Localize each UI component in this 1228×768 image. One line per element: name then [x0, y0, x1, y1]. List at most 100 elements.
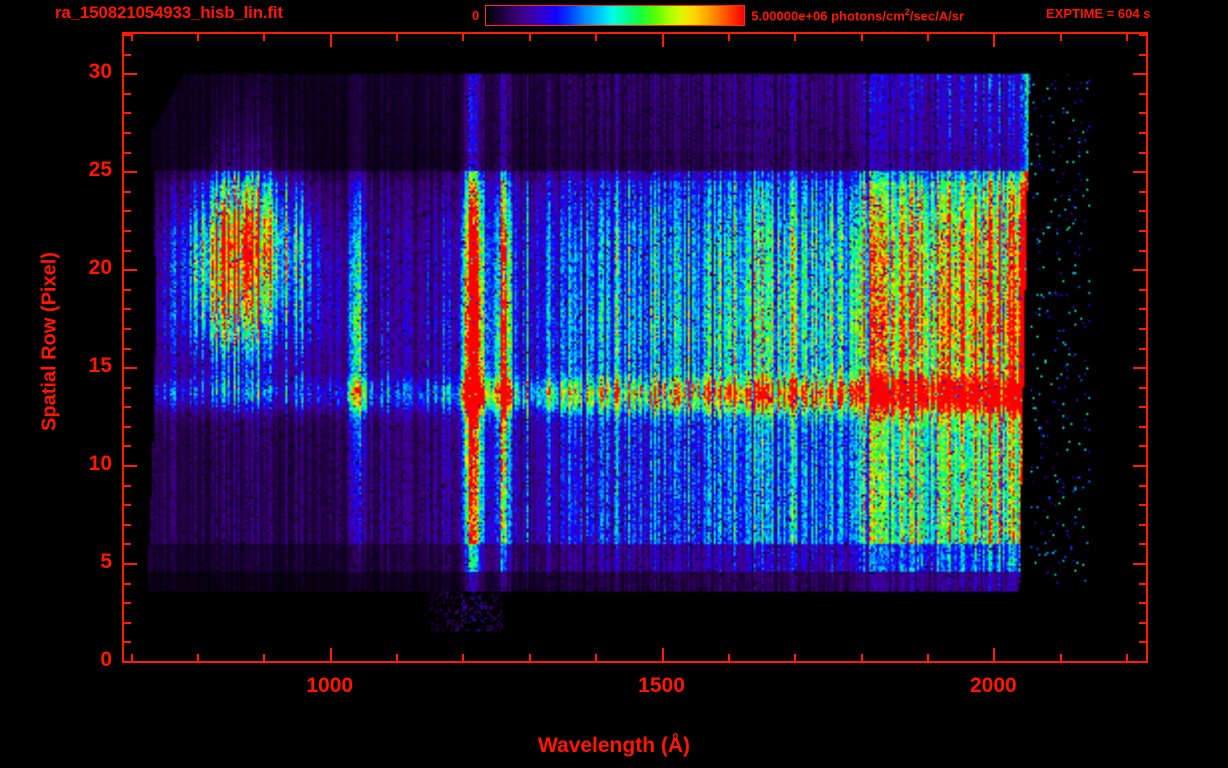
x-tick-minor-top — [595, 34, 598, 41]
x-tick-minor — [462, 654, 465, 661]
x-tick-minor-top — [528, 34, 531, 41]
y-tick-minor — [124, 523, 131, 526]
x-tick-minor-top — [860, 34, 863, 41]
y-axis-title: Spatial Row (Pixel) — [38, 252, 61, 431]
y-tick-minor-right — [1139, 327, 1146, 330]
y-tick-minor-right — [1139, 92, 1146, 95]
y-tick-minor-right — [1139, 53, 1146, 56]
x-tick-label: 1000 — [306, 674, 354, 697]
x-tick-minor-top — [263, 34, 266, 41]
y-tick-major — [124, 465, 137, 468]
colorbar-max-tail: /sec/A/sr — [909, 8, 965, 24]
y-tick-minor — [124, 288, 131, 291]
x-tick-minor-top — [1126, 34, 1129, 41]
y-tick-major — [124, 73, 137, 76]
y-tick-major-right — [1133, 465, 1146, 468]
y-tick-minor — [124, 92, 131, 95]
y-tick-minor-right — [1139, 406, 1146, 409]
y-tick-minor — [124, 151, 131, 154]
x-tick-minor — [396, 654, 399, 661]
x-tick-minor-top — [794, 34, 797, 41]
colorbar-legend: 0 5.00000e+06 photons/cm2/sec/A/sr — [472, 5, 964, 26]
x-tick-minor-top — [1059, 34, 1062, 41]
y-tick-minor-right — [1139, 621, 1146, 624]
y-tick-minor — [124, 621, 131, 624]
y-tick-minor-right — [1139, 151, 1146, 154]
y-tick-minor-right — [1139, 641, 1146, 644]
y-tick-label: 5 — [100, 550, 112, 574]
x-tick-minor — [1126, 654, 1129, 661]
y-tick-label: 30 — [88, 60, 112, 84]
y-tick-minor — [124, 327, 131, 330]
y-tick-minor-right — [1139, 229, 1146, 232]
y-tick-minor-right — [1139, 484, 1146, 487]
y-tick-minor-right — [1139, 582, 1146, 585]
y-tick-minor-right — [1139, 602, 1146, 605]
x-tick-minor — [263, 654, 266, 661]
y-tick-major-right — [1133, 661, 1146, 663]
y-tick-major-right — [1133, 269, 1146, 272]
x-tick-minor-top — [197, 34, 199, 41]
y-tick-major — [124, 269, 137, 272]
y-tick-minor-right — [1139, 34, 1146, 36]
x-tick-label: 1500 — [638, 674, 685, 697]
y-tick-minor — [124, 190, 131, 193]
exptime-label: EXPTIME = 604 s — [1046, 6, 1151, 21]
x-tick-major — [993, 648, 996, 661]
x-tick-minor-top — [727, 34, 730, 41]
y-tick-minor-right — [1139, 308, 1146, 311]
x-tick-minor — [1059, 654, 1062, 661]
y-tick-minor — [124, 504, 131, 507]
y-tick-major-right — [1133, 563, 1146, 566]
x-tick-minor — [595, 654, 598, 661]
x-tick-major — [661, 648, 664, 661]
x-tick-major — [329, 648, 332, 661]
x-tick-minor-top — [396, 34, 399, 41]
y-tick-minor-right — [1139, 249, 1146, 252]
x-tick-minor — [727, 654, 730, 661]
y-tick-major-right — [1133, 367, 1146, 370]
y-tick-minor — [124, 249, 131, 252]
y-tick-major — [124, 563, 137, 566]
x-tick-minor — [927, 654, 929, 661]
y-tick-minor-right — [1139, 425, 1146, 428]
y-tick-major — [124, 171, 137, 174]
y-tick-minor — [124, 602, 131, 605]
y-tick-minor-right — [1139, 445, 1146, 448]
colorbar-gradient — [485, 5, 746, 26]
colorbar-min-label: 0 — [472, 8, 480, 23]
x-tick-minor — [130, 654, 133, 661]
y-tick-minor — [124, 210, 131, 213]
y-tick-label: 10 — [88, 452, 112, 476]
y-tick-minor — [124, 53, 131, 56]
spectrogram-canvas — [124, 34, 1146, 661]
y-tick-minor — [124, 34, 131, 36]
colorbar-max-text: 5.00000e+06 photons/cm — [751, 8, 905, 24]
y-tick-minor-right — [1139, 131, 1146, 134]
y-tick-major — [124, 367, 137, 370]
y-tick-major — [124, 661, 137, 663]
y-tick-minor — [124, 406, 131, 409]
y-tick-major-right — [1133, 171, 1146, 174]
y-tick-minor-right — [1139, 504, 1146, 507]
y-tick-minor-right — [1139, 210, 1146, 213]
heatmap-image — [124, 34, 1146, 661]
x-tick-minor — [528, 654, 531, 661]
y-tick-label: 0 — [100, 648, 112, 671]
x-tick-label: 2000 — [970, 674, 1017, 697]
x-axis-title: Wavelength (Å) — [537, 734, 691, 757]
colorbar-max-exponent: 2 — [904, 7, 910, 18]
x-tick-minor — [197, 654, 199, 661]
colorbar-max-label: 5.00000e+06 photons/cm2/sec/A/sr — [751, 7, 965, 24]
y-tick-minor — [124, 308, 131, 311]
y-tick-minor — [124, 112, 131, 115]
y-tick-minor — [124, 131, 131, 134]
y-tick-minor-right — [1139, 190, 1146, 193]
x-tick-minor-top — [462, 34, 465, 41]
y-tick-label: 20 — [88, 256, 112, 280]
y-tick-minor — [124, 582, 131, 585]
plot-area[interactable] — [122, 32, 1148, 663]
x-tick-major-top — [661, 34, 664, 47]
y-tick-minor-right — [1139, 523, 1146, 526]
